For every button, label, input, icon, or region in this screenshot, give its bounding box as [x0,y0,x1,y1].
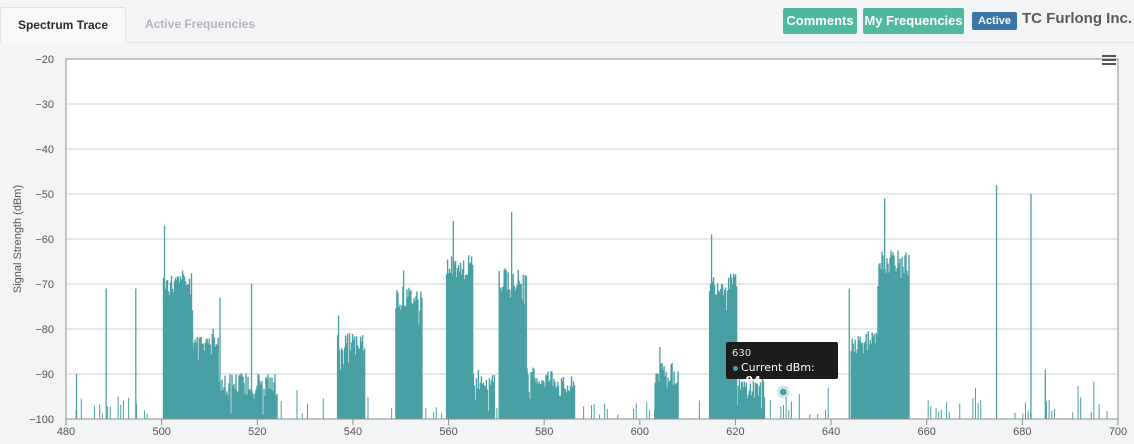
y-tick-label: −90 [35,369,54,381]
signal-bars [877,250,910,419]
tab-bar: Spectrum Trace Active Frequencies Commen… [0,0,1134,43]
signal-block [877,250,910,419]
y-tick-label: −20 [35,54,54,66]
tooltip-series-dot [733,366,738,371]
signal-block [162,273,194,419]
signal-bars [557,376,576,419]
x-tick-label: 660 [918,426,936,438]
signal-block [526,367,559,419]
my-frequencies-button[interactable]: My Frequencies [863,8,964,34]
highlight-point [778,387,788,397]
signal-block [557,376,576,419]
signal-bars [850,331,878,419]
y-tick-label: −70 [35,279,54,291]
tab-spectrum-trace[interactable]: Spectrum Trace [0,7,126,43]
y-axis-label: Signal Strength (dBm) [12,185,24,293]
x-tick-label: 700 [1109,426,1127,438]
x-tick-label: 540 [344,426,362,438]
tooltip-series-label: Current dBm: -94 [741,361,838,387]
x-tick-label: 640 [822,426,840,438]
x-tick-label: 600 [631,426,649,438]
x-tick-label: 560 [439,426,457,438]
tooltip-series-value: -94 [741,374,761,387]
signal-block [445,255,474,419]
tooltip-series-name: Current dBm: [741,361,815,374]
signal-block [192,328,219,419]
x-tick-label: 620 [726,426,744,438]
x-tick-label: 480 [57,426,75,438]
hamburger-menu-icon[interactable] [1099,50,1119,70]
tooltip-x-value: 630 [732,348,752,359]
comments-button[interactable]: Comments [783,8,857,34]
signal-block [736,377,766,419]
signal-bars [395,286,423,419]
signal-bars [445,255,474,419]
signal-block [336,333,366,419]
x-tick-label: 500 [152,426,170,438]
x-tick-label: 580 [535,426,553,438]
company-name: TC Furlong Inc. [1022,10,1132,27]
signal-bars [192,328,219,419]
y-tick-label: −40 [35,144,54,156]
x-tick-label: 680 [1013,426,1031,438]
signal-block [395,286,423,419]
status-badge: Active [972,12,1018,30]
signal-block [850,331,878,419]
x-tick-label: 520 [248,426,266,438]
signal-block [472,370,496,419]
chart-tooltip: 630 Current dBm: -94 [726,342,838,387]
signal-bars [736,377,766,419]
signal-bars [162,273,194,419]
signal-bars [336,333,366,419]
y-tick-label: −100 [29,414,54,426]
y-tick-label: −60 [35,234,54,246]
signal-bars [472,370,496,419]
y-tick-label: −50 [35,189,54,201]
tab-active-frequencies[interactable]: Active Frequencies [144,17,256,31]
signal-bars [526,367,559,419]
y-tick-label: −80 [35,324,54,336]
y-tick-label: −30 [35,99,54,111]
